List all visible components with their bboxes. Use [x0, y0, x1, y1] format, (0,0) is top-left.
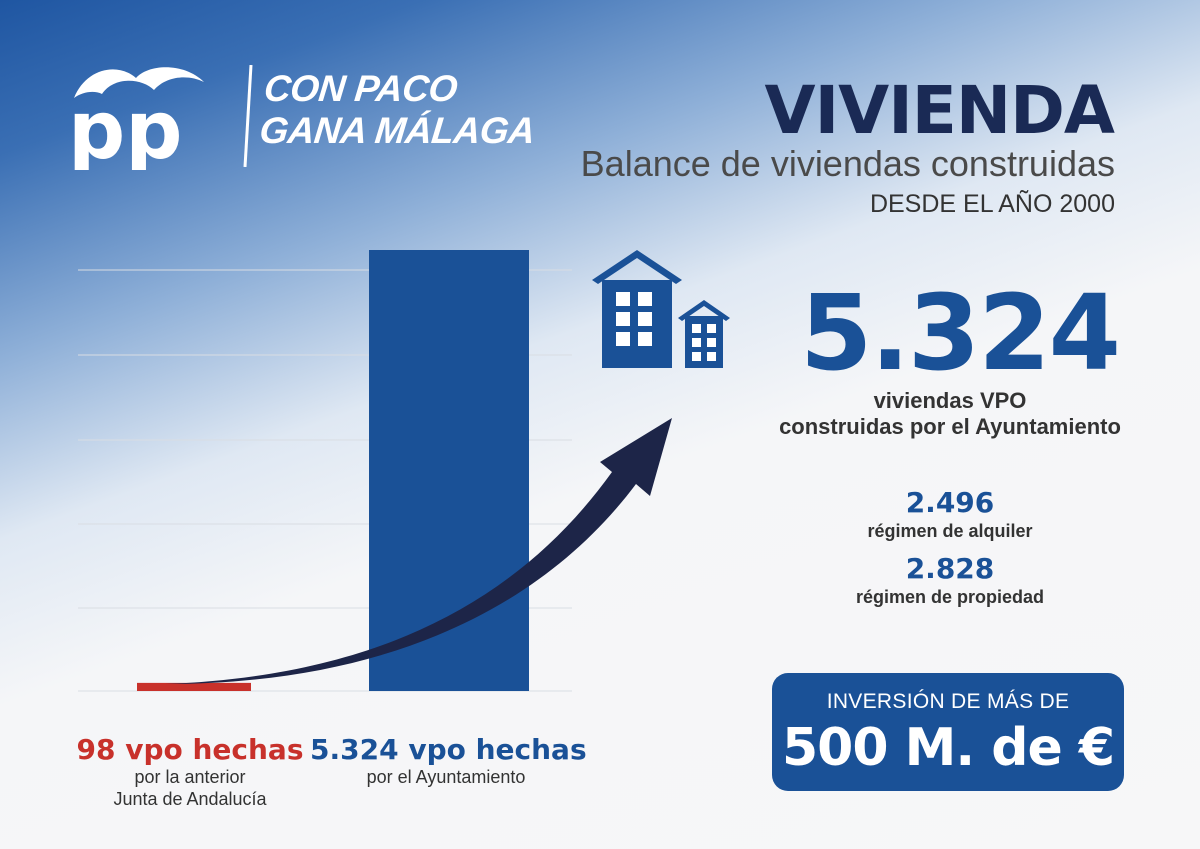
pp-logo: pp	[68, 67, 204, 170]
bar-label-junta-line2: Junta de Andalucía	[113, 789, 267, 809]
bar-label-ayuntamiento-value: 5.324 vpo hechas	[310, 733, 587, 766]
bar-label-junta-value: 98 vpo hechas	[76, 733, 304, 766]
main-stat-description: viviendas VPO construidas por el Ayuntam…	[760, 388, 1140, 440]
investment-amount: 500 M. de €	[781, 718, 1115, 778]
main-stat-desc-line2: construidas por el Ayuntamiento	[779, 414, 1121, 439]
bar-label-junta-line1: por la anterior	[134, 767, 246, 787]
slogan-divider	[243, 65, 253, 167]
stat-alquiler-value: 2.496	[905, 486, 995, 519]
page-title: VIVIENDA	[764, 72, 1115, 149]
stat-propiedad: 2.828 régimen de propiedad	[780, 552, 1120, 608]
houses-icon	[592, 250, 730, 368]
stat-propiedad-value: 2.828	[905, 552, 995, 585]
main-stat-desc-line1: viviendas VPO	[873, 388, 1027, 413]
growth-arrow-icon	[165, 418, 672, 684]
stat-alquiler-label: régimen de alquiler	[867, 521, 1033, 541]
investment-box: INVERSIÓN DE MÁS DE 500 M. de €	[772, 673, 1124, 791]
stat-alquiler: 2.496 régimen de alquiler	[780, 486, 1120, 542]
main-stat-value: 5.324	[800, 272, 1121, 394]
chart-bar-1	[137, 682, 251, 691]
bar-label-junta: 98 vpo hechas por la anterior Junta de A…	[70, 733, 310, 810]
bar-label-ayuntamiento: 5.324 vpo hechas por el Ayuntamiento	[310, 733, 587, 788]
page-subtitle-date: DESDE EL AÑO 2000	[869, 190, 1115, 218]
bar-label-ayuntamiento-line1: por el Ayuntamiento	[366, 767, 526, 787]
svg-text:pp: pp	[68, 84, 183, 170]
stat-propiedad-label: régimen de propiedad	[855, 587, 1045, 607]
page-subtitle: Balance de viviendas construidas	[580, 143, 1115, 184]
investment-label: INVERSIÓN DE MÁS DE	[826, 690, 1070, 713]
